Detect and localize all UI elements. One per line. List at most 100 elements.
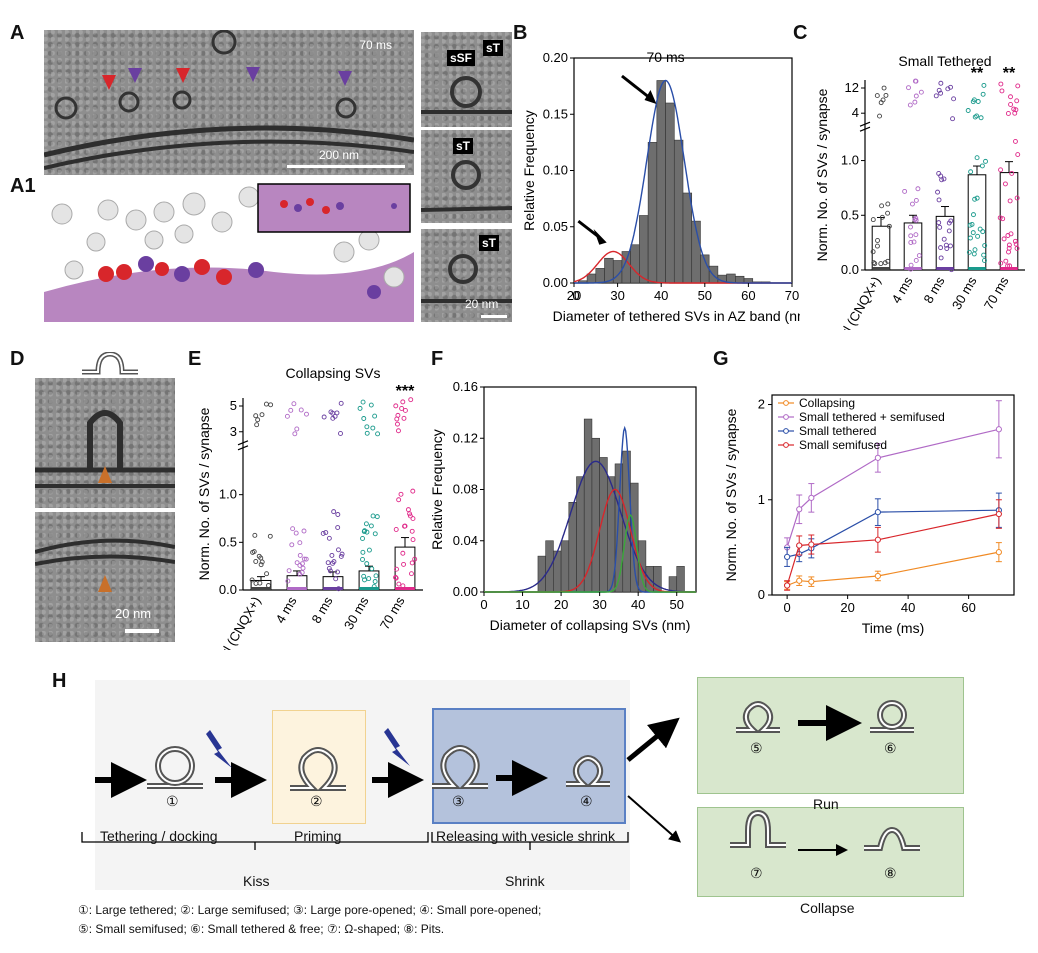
collapse-box [697,807,964,897]
data-point [1012,238,1018,244]
data-point [393,574,399,580]
data-point [297,540,303,546]
data-point [288,407,294,413]
data-point [361,416,367,421]
data-point [259,412,265,418]
segmentation-render-a1 [44,182,414,322]
data-point [907,102,913,108]
x-tick-label: 0 [572,288,579,303]
step-number-2: ② [310,793,323,809]
data-point [1009,170,1015,176]
data-point [371,584,377,590]
tag-st: sT [483,40,504,56]
data-point [879,214,885,220]
data-point [938,255,944,261]
data-point [328,409,334,415]
red-arrowhead-icon [176,68,190,83]
chart-title: Collapsing SVs [286,365,381,381]
data-point [878,261,884,267]
data-point [360,549,366,555]
y-tick-label: 0.00 [453,584,478,599]
data-point [980,91,986,97]
y-axis-label: Norm. No. of SVs / synapse [815,88,830,261]
data-point [409,571,414,577]
purple-arrowhead-icon [246,67,260,82]
data-point [364,424,370,430]
d-scalebar-label: 20 nm [115,606,152,621]
histogram-bar [630,244,640,284]
red-arrowhead-icon [102,75,116,90]
data-point [321,414,327,420]
data-point [266,583,271,588]
data-point [1013,241,1019,247]
y-tick-label: 12 [845,80,859,95]
zero-dots [251,587,271,590]
y-tick-label: 1 [758,492,765,507]
omega-shape-icon [82,352,138,375]
data-point [796,506,803,513]
x-tick-label: 70 ms [377,594,408,633]
label-collapse: Collapse [800,900,855,916]
y-tick-label: 5 [230,398,237,413]
y-tick-label: 0.04 [453,533,478,548]
data-point [258,555,264,561]
data-point [1006,249,1011,255]
data-point [978,115,984,121]
data-point [300,565,306,571]
footnote-line-2: ⑤: Small semifused; ⑥: Small tethered & … [78,922,445,936]
data-point [338,400,344,406]
x-tick-label: 4 ms [889,274,916,306]
data-point [370,513,376,519]
legend-marker [783,414,789,420]
data-point [902,188,908,194]
data-point [364,561,370,567]
data-point [881,85,887,91]
data-point [915,186,921,192]
legend-label: Small tethered + semifused [799,410,945,424]
schematic-diagram [81,680,980,856]
data-point [870,217,876,223]
data-point [972,114,978,120]
series-line [786,509,999,558]
tomogram-d-bottom: 20 nm [35,512,175,642]
data-point [885,201,891,207]
data-point [1007,263,1013,269]
data-point [885,210,891,216]
inset-st-1: sT [421,130,512,223]
series-line [786,551,1000,587]
data-point [875,238,880,243]
data-point [366,547,372,553]
orange-arrowhead-icon [98,575,112,592]
data-point [912,99,918,105]
y-tick-label: 0.16 [453,379,478,394]
data-point [253,559,259,564]
data-point [409,560,415,566]
data-point [362,528,368,534]
data-point [908,224,913,230]
data-point [974,195,980,201]
histogram-bar [586,273,597,284]
data-point [360,557,365,562]
data-point [874,536,881,543]
data-point [393,575,399,581]
y-tick-label: 1.0 [841,153,859,168]
data-point [1014,98,1020,104]
data-point [933,93,939,99]
data-point [409,528,415,534]
y-tick-label: 0 [758,587,765,602]
fit-curve-large [574,79,792,284]
data-point [251,549,257,555]
y-tick-label: 0.08 [453,482,478,497]
data-point [909,201,915,207]
x-tick-label: 70 ms [981,274,1012,313]
significance-marker: ** [1003,65,1016,82]
data-point [335,525,341,530]
data-point [965,108,971,113]
data-point [999,88,1005,94]
data-point [410,488,416,494]
panel-label-a: A [10,22,25,44]
histogram-bar [647,142,658,284]
y-axis-label: Relative Frequency [430,429,445,550]
data-point [299,561,305,567]
fit-curve-green [484,514,696,593]
